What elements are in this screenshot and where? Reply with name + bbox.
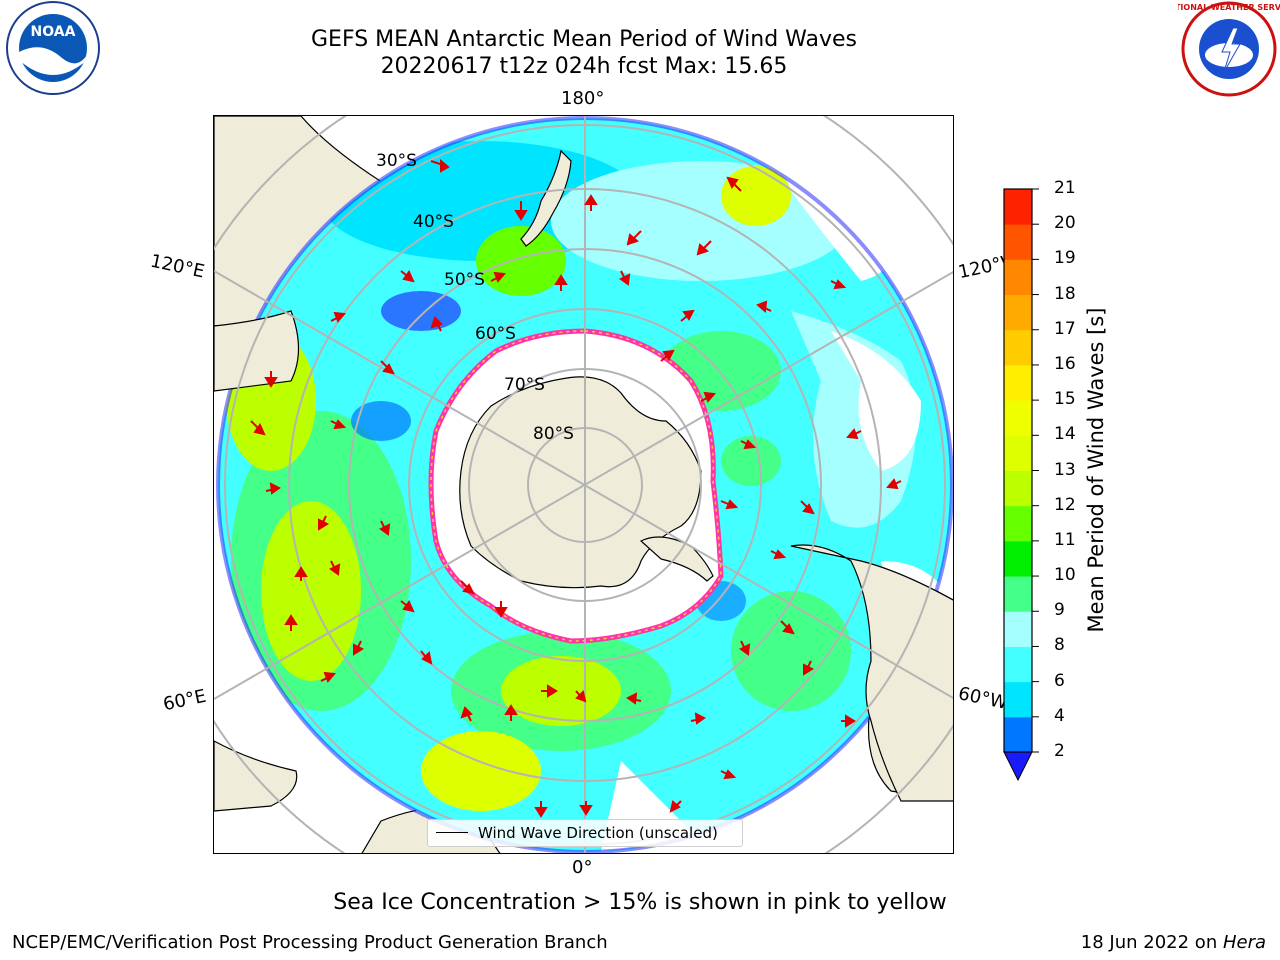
lat-label-50s: 50°S	[444, 270, 485, 290]
antarctic-peninsula	[639, 536, 714, 582]
sea-ice-note: Sea Ice Concentration > 15% is shown in …	[333, 890, 947, 915]
footer-date-text: 18 Jun 2022 on	[1080, 932, 1223, 953]
colorbar-tick-label: 14	[1054, 424, 1076, 445]
lon-label-120e: 120°E	[148, 250, 207, 283]
colorbar-bin	[1004, 646, 1032, 683]
colorbar-tick-label: 4	[1054, 705, 1065, 726]
colorbar-tick-label: 11	[1054, 529, 1076, 550]
colorbar-bin	[1004, 681, 1032, 718]
colorbar-tick-label: 18	[1054, 283, 1076, 304]
colorbar-bin	[1004, 224, 1032, 260]
colorbar-tick-label: 13	[1054, 459, 1076, 480]
new-zealand	[520, 149, 572, 247]
colorbar-label: Mean Period of Wind Waves [s]	[1084, 307, 1108, 633]
legend-line-swatch	[436, 832, 468, 833]
lon-label-60e: 60°E	[161, 685, 208, 716]
nws-logo: NATIONAL WEATHER SERVICE	[1178, 1, 1280, 97]
colorbar-bin	[1004, 505, 1032, 542]
colorbar-tick-label: 9	[1054, 600, 1065, 621]
noaa-logo: NOAA	[6, 1, 100, 95]
colorbar-bin	[1004, 540, 1032, 577]
colorbar-bin	[1004, 576, 1032, 612]
svg-text:NATIONAL WEATHER SERVICE: NATIONAL WEATHER SERVICE	[1178, 3, 1280, 12]
colorbar-bin	[1004, 435, 1032, 471]
colorbar-bin	[1004, 259, 1032, 296]
lat-label-30s: 30°S	[376, 151, 417, 171]
colorbar-tick-label: 20	[1054, 213, 1076, 234]
svg-text:NOAA: NOAA	[31, 24, 76, 40]
legend-label: Wind Wave Direction (unscaled)	[478, 824, 718, 842]
colorbar-tick-label: 17	[1054, 318, 1076, 339]
colorbar-tick-label: 2	[1054, 741, 1065, 761]
colorbar-bin	[1004, 716, 1032, 753]
lon-label-0: 0°	[572, 857, 593, 878]
footer-date: 18 Jun 2022 on Hera	[1081, 932, 1266, 953]
wave-period-field	[226, 131, 951, 851]
lon-label-60w: 60°W	[956, 683, 1010, 714]
footer-host: Hera	[1222, 932, 1266, 953]
colorbar-tick-label: 12	[1054, 494, 1076, 515]
wind-wave-arrows	[250, 158, 902, 818]
colorbar-tick-label: 15	[1054, 389, 1076, 410]
chart-subtitle: 20220617 t12z 024h fcst Max: 15.65	[380, 54, 788, 79]
colorbar-tick-label: 6	[1054, 670, 1065, 691]
colorbar-bin	[1004, 329, 1032, 366]
footer-credit: NCEP/EMC/Verification Post Processing Pr…	[12, 932, 608, 953]
colorbar-bin	[1004, 400, 1032, 436]
colorbar-bin	[1004, 470, 1032, 507]
colorbar	[1003, 188, 1039, 782]
lat-label-70s: 70°S	[504, 375, 545, 395]
colorbar-tick-label: 16	[1054, 353, 1076, 374]
colorbar-tick-label: 21	[1054, 178, 1076, 198]
lat-label-60s: 60°S	[475, 324, 516, 344]
chart-title: GEFS MEAN Antarctic Mean Period of Wind …	[311, 27, 857, 52]
australia	[214, 310, 300, 392]
lon-label-180: 180°	[561, 88, 605, 109]
colorbar-tick-label: 10	[1054, 565, 1076, 586]
colorbar-under-triangle	[1003, 751, 1033, 782]
graticule	[214, 116, 953, 853]
colorbar-bin	[1004, 189, 1032, 225]
map-legend: Wind Wave Direction (unscaled)	[427, 819, 743, 847]
colorbar-tick-label: 19	[1054, 248, 1076, 269]
colorbar-tick-label: 8	[1054, 635, 1065, 656]
lat-label-80s: 80°S	[533, 424, 574, 444]
polar-map	[213, 115, 954, 854]
colorbar-bin	[1004, 364, 1032, 401]
lat-label-40s: 40°S	[413, 212, 454, 232]
colorbar-bin	[1004, 611, 1032, 647]
colorbar-bin	[1004, 294, 1032, 331]
